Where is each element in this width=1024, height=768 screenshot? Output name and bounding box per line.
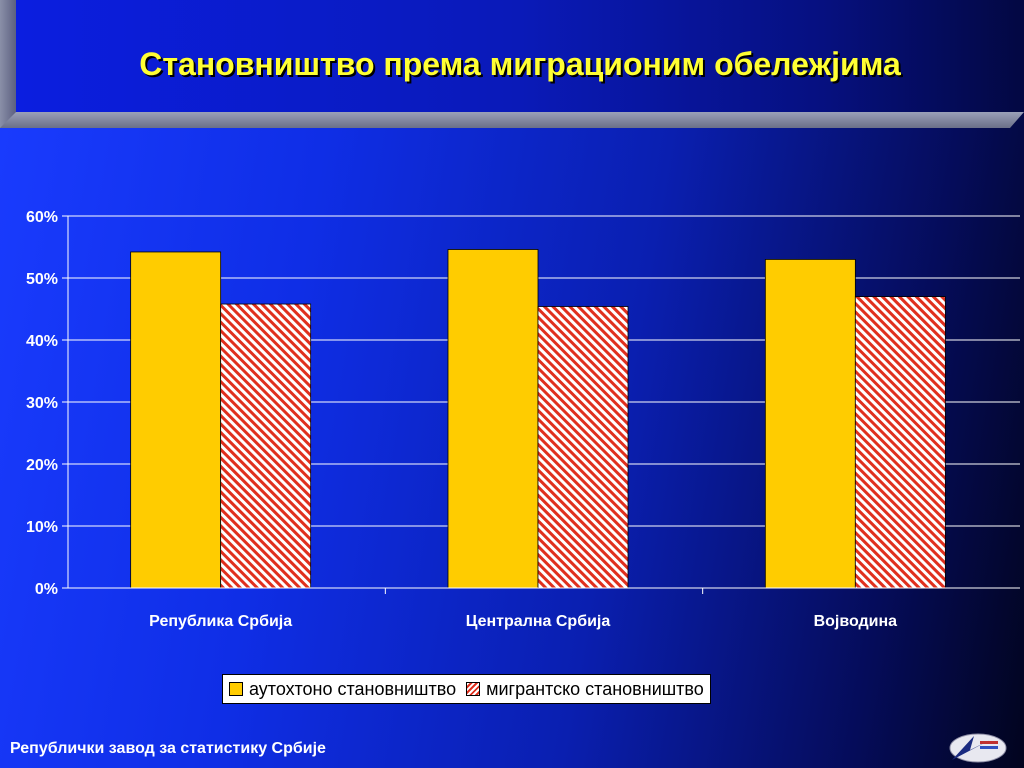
bar-migrant: [854, 296, 946, 589]
legend-item-migrant: мигрантско становништво: [466, 679, 704, 700]
y-tick-label: 0%: [35, 581, 58, 598]
bar-migrant: [220, 303, 312, 589]
bar-autochthonous: [764, 259, 856, 589]
y-tick-label: 40%: [26, 333, 58, 350]
page-title: Становништво према миграционим обележјим…: [139, 46, 901, 82]
axes: [62, 215, 1020, 594]
title-bevel-bottom: [0, 112, 1024, 128]
legend-swatch-hatched: [466, 682, 481, 696]
category-label: Република Србија: [149, 613, 292, 630]
bar-chart: 0% 10% 20% 30% 40% 50% 60% Република Србија Цент…: [26, 209, 1020, 630]
y-tick-label: 20%: [26, 457, 58, 474]
footer-text: Републички завод за статистику Србије: [10, 740, 326, 757]
legend: аутохтоно становништво мигрантско станов…: [222, 674, 711, 704]
legend-item-autochthonous: аутохтоно становништво: [229, 679, 456, 700]
legend-swatch-yellow: [229, 682, 243, 696]
bars: [130, 249, 946, 589]
rzs-logo-icon: [949, 733, 1007, 763]
title-panel: [16, 0, 1024, 112]
y-tick-label: 30%: [26, 395, 58, 412]
legend-label-migrant: мигрантско становништво: [486, 678, 704, 699]
axis-labels: 0% 10% 20% 30% 40% 50% 60% Република Србија Цент…: [26, 209, 897, 630]
y-tick-label: 10%: [26, 519, 58, 536]
y-tick-label: 60%: [26, 209, 58, 226]
bar-migrant: [537, 306, 629, 589]
y-tick-label: 50%: [26, 271, 58, 288]
title-bar: Становништво према миграционим обележјим…: [0, 0, 1024, 128]
bar-autochthonous: [130, 251, 222, 589]
category-label: Војводина: [814, 613, 898, 630]
category-label: Централна Србија: [466, 613, 611, 630]
bar-autochthonous: [447, 249, 539, 589]
title-bevel-left: [0, 0, 16, 128]
legend-label-autochthonous: аутохтоно становништво: [249, 678, 457, 699]
